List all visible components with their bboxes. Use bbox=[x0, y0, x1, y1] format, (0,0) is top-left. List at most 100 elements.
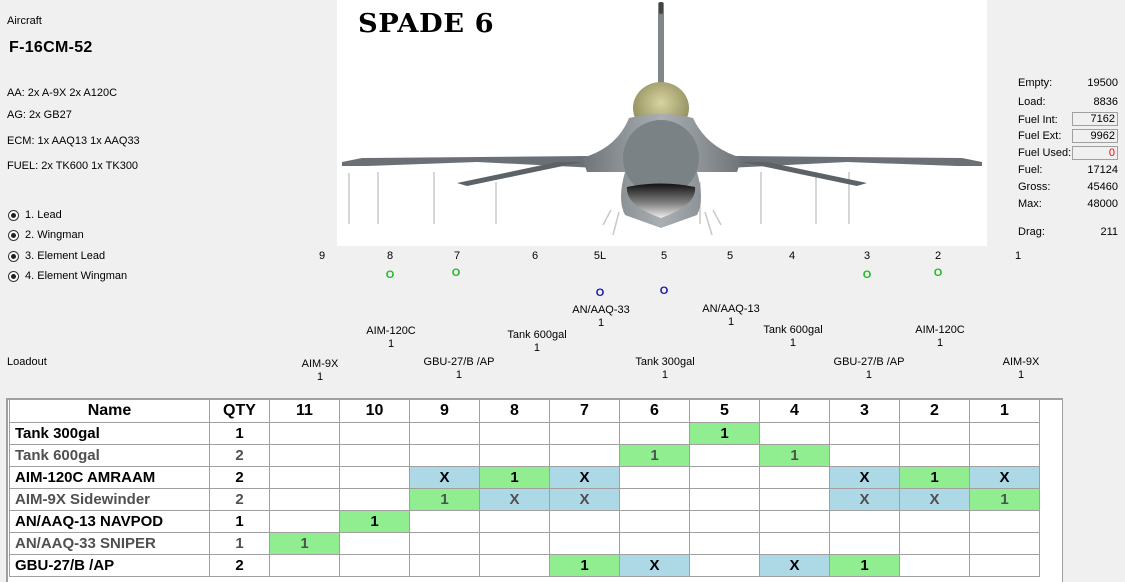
fuel-int-field[interactable]: 7162 bbox=[1072, 112, 1118, 126]
station-cell[interactable]: X bbox=[549, 488, 620, 511]
store-name-cell[interactable]: AIM-120C AMRAAM bbox=[9, 466, 210, 489]
station-cell[interactable]: X bbox=[479, 488, 550, 511]
store-name-cell[interactable]: AN/AAQ-13 NAVPOD bbox=[9, 510, 210, 533]
store-name-cell[interactable]: Tank 300gal bbox=[9, 422, 210, 445]
station-cell[interactable] bbox=[969, 554, 1040, 577]
station-marker-icon[interactable]: O bbox=[595, 287, 605, 299]
station-cell[interactable] bbox=[479, 422, 550, 445]
station-cell[interactable] bbox=[759, 488, 830, 511]
radio-element-lead[interactable]: 3. Element Lead bbox=[8, 248, 105, 264]
store-qty-cell[interactable]: 2 bbox=[209, 488, 270, 511]
station-cell[interactable]: 1 bbox=[759, 444, 830, 467]
table-row[interactable]: AN/AAQ-33 SNIPER 1 1 bbox=[9, 532, 1040, 555]
station-cell[interactable]: X bbox=[899, 488, 970, 511]
column-header-station[interactable]: 2 bbox=[899, 400, 970, 423]
station-cell[interactable] bbox=[899, 444, 970, 467]
station-cell[interactable] bbox=[479, 510, 550, 533]
radio-selected-icon[interactable] bbox=[8, 270, 19, 282]
column-header-station[interactable]: 3 bbox=[829, 400, 900, 423]
station-cell[interactable] bbox=[899, 510, 970, 533]
station-cell[interactable] bbox=[899, 532, 970, 555]
table-row[interactable]: AN/AAQ-13 NAVPOD 1 1 bbox=[9, 510, 1040, 533]
station-cell[interactable]: 1 bbox=[409, 488, 480, 511]
station-cell[interactable] bbox=[409, 554, 480, 577]
station-cell[interactable] bbox=[339, 444, 410, 467]
station-cell[interactable]: 1 bbox=[899, 466, 970, 489]
station-cell[interactable] bbox=[969, 532, 1040, 555]
station-cell[interactable] bbox=[409, 422, 480, 445]
station-marker-icon[interactable]: O bbox=[862, 269, 872, 281]
store-qty-cell[interactable]: 2 bbox=[209, 466, 270, 489]
station-cell[interactable] bbox=[689, 510, 760, 533]
station-cell[interactable]: X bbox=[829, 466, 900, 489]
radio-lead[interactable]: 1. Lead bbox=[8, 207, 62, 223]
store-qty-cell[interactable]: 2 bbox=[209, 554, 270, 577]
fuel-used-field[interactable]: 0 bbox=[1072, 146, 1118, 160]
station-cell[interactable] bbox=[549, 532, 620, 555]
station-cell[interactable] bbox=[269, 444, 340, 467]
station-cell[interactable] bbox=[269, 510, 340, 533]
station-cell[interactable]: 1 bbox=[829, 554, 900, 577]
station-cell[interactable] bbox=[409, 510, 480, 533]
station-marker-icon[interactable]: O bbox=[385, 269, 395, 281]
column-header-qty[interactable]: QTY bbox=[209, 400, 270, 423]
station-cell[interactable]: X bbox=[409, 466, 480, 489]
station-cell[interactable] bbox=[619, 466, 690, 489]
station-cell[interactable] bbox=[899, 422, 970, 445]
station-cell[interactable]: 1 bbox=[339, 510, 410, 533]
store-qty-cell[interactable]: 2 bbox=[209, 444, 270, 467]
station-cell[interactable]: 1 bbox=[269, 532, 340, 555]
station-cell[interactable] bbox=[689, 466, 760, 489]
fuel-ext-field[interactable]: 9962 bbox=[1072, 129, 1118, 143]
station-cell[interactable]: 1 bbox=[969, 488, 1040, 511]
station-cell[interactable]: X bbox=[969, 466, 1040, 489]
station-cell[interactable] bbox=[969, 444, 1040, 467]
station-cell[interactable] bbox=[339, 488, 410, 511]
table-row[interactable]: AIM-120C AMRAAM 2 X 1 X X 1 X bbox=[9, 466, 1040, 489]
radio-selected-icon[interactable] bbox=[8, 209, 19, 221]
station-cell[interactable] bbox=[619, 488, 690, 511]
station-cell[interactable] bbox=[689, 532, 760, 555]
station-cell[interactable] bbox=[829, 422, 900, 445]
station-cell[interactable] bbox=[479, 532, 550, 555]
column-header-station[interactable]: 11 bbox=[269, 400, 340, 423]
station-cell[interactable] bbox=[969, 422, 1040, 445]
station-cell[interactable] bbox=[339, 466, 410, 489]
station-cell[interactable] bbox=[759, 532, 830, 555]
column-header-station[interactable]: 7 bbox=[549, 400, 620, 423]
station-cell[interactable] bbox=[829, 444, 900, 467]
station-cell[interactable] bbox=[619, 422, 690, 445]
column-header-station[interactable]: 6 bbox=[619, 400, 690, 423]
column-header-station[interactable]: 5 bbox=[689, 400, 760, 423]
column-header-station[interactable]: 4 bbox=[759, 400, 830, 423]
station-cell[interactable]: 1 bbox=[549, 554, 620, 577]
radio-wingman[interactable]: 2. Wingman bbox=[8, 227, 84, 243]
station-cell[interactable]: X bbox=[759, 554, 830, 577]
station-cell[interactable] bbox=[899, 554, 970, 577]
store-qty-cell[interactable]: 1 bbox=[209, 532, 270, 555]
store-name-cell[interactable]: AIM-9X Sidewinder bbox=[9, 488, 210, 511]
radio-element-wingman[interactable]: 4. Element Wingman bbox=[8, 268, 127, 284]
station-cell[interactable] bbox=[759, 510, 830, 533]
station-cell[interactable] bbox=[339, 554, 410, 577]
station-cell[interactable] bbox=[689, 554, 760, 577]
station-cell[interactable] bbox=[829, 510, 900, 533]
station-cell[interactable]: X bbox=[549, 466, 620, 489]
station-marker-icon[interactable]: O bbox=[659, 285, 669, 297]
column-header-station[interactable]: 1 bbox=[969, 400, 1040, 423]
store-qty-cell[interactable]: 1 bbox=[209, 422, 270, 445]
station-cell[interactable] bbox=[829, 532, 900, 555]
store-name-cell[interactable]: Tank 600gal bbox=[9, 444, 210, 467]
station-cell[interactable] bbox=[339, 422, 410, 445]
store-qty-cell[interactable]: 1 bbox=[209, 510, 270, 533]
column-header-name[interactable]: Name bbox=[9, 400, 210, 423]
station-cell[interactable] bbox=[759, 422, 830, 445]
station-cell[interactable] bbox=[409, 444, 480, 467]
station-cell[interactable]: 1 bbox=[689, 422, 760, 445]
table-row[interactable]: Tank 600gal 2 1 1 bbox=[9, 444, 1040, 467]
radio-selected-icon[interactable] bbox=[8, 229, 19, 241]
station-cell[interactable] bbox=[689, 488, 760, 511]
table-row[interactable]: AIM-9X Sidewinder 2 1 X X X X 1 bbox=[9, 488, 1040, 511]
column-header-station[interactable]: 10 bbox=[339, 400, 410, 423]
station-cell[interactable]: X bbox=[829, 488, 900, 511]
